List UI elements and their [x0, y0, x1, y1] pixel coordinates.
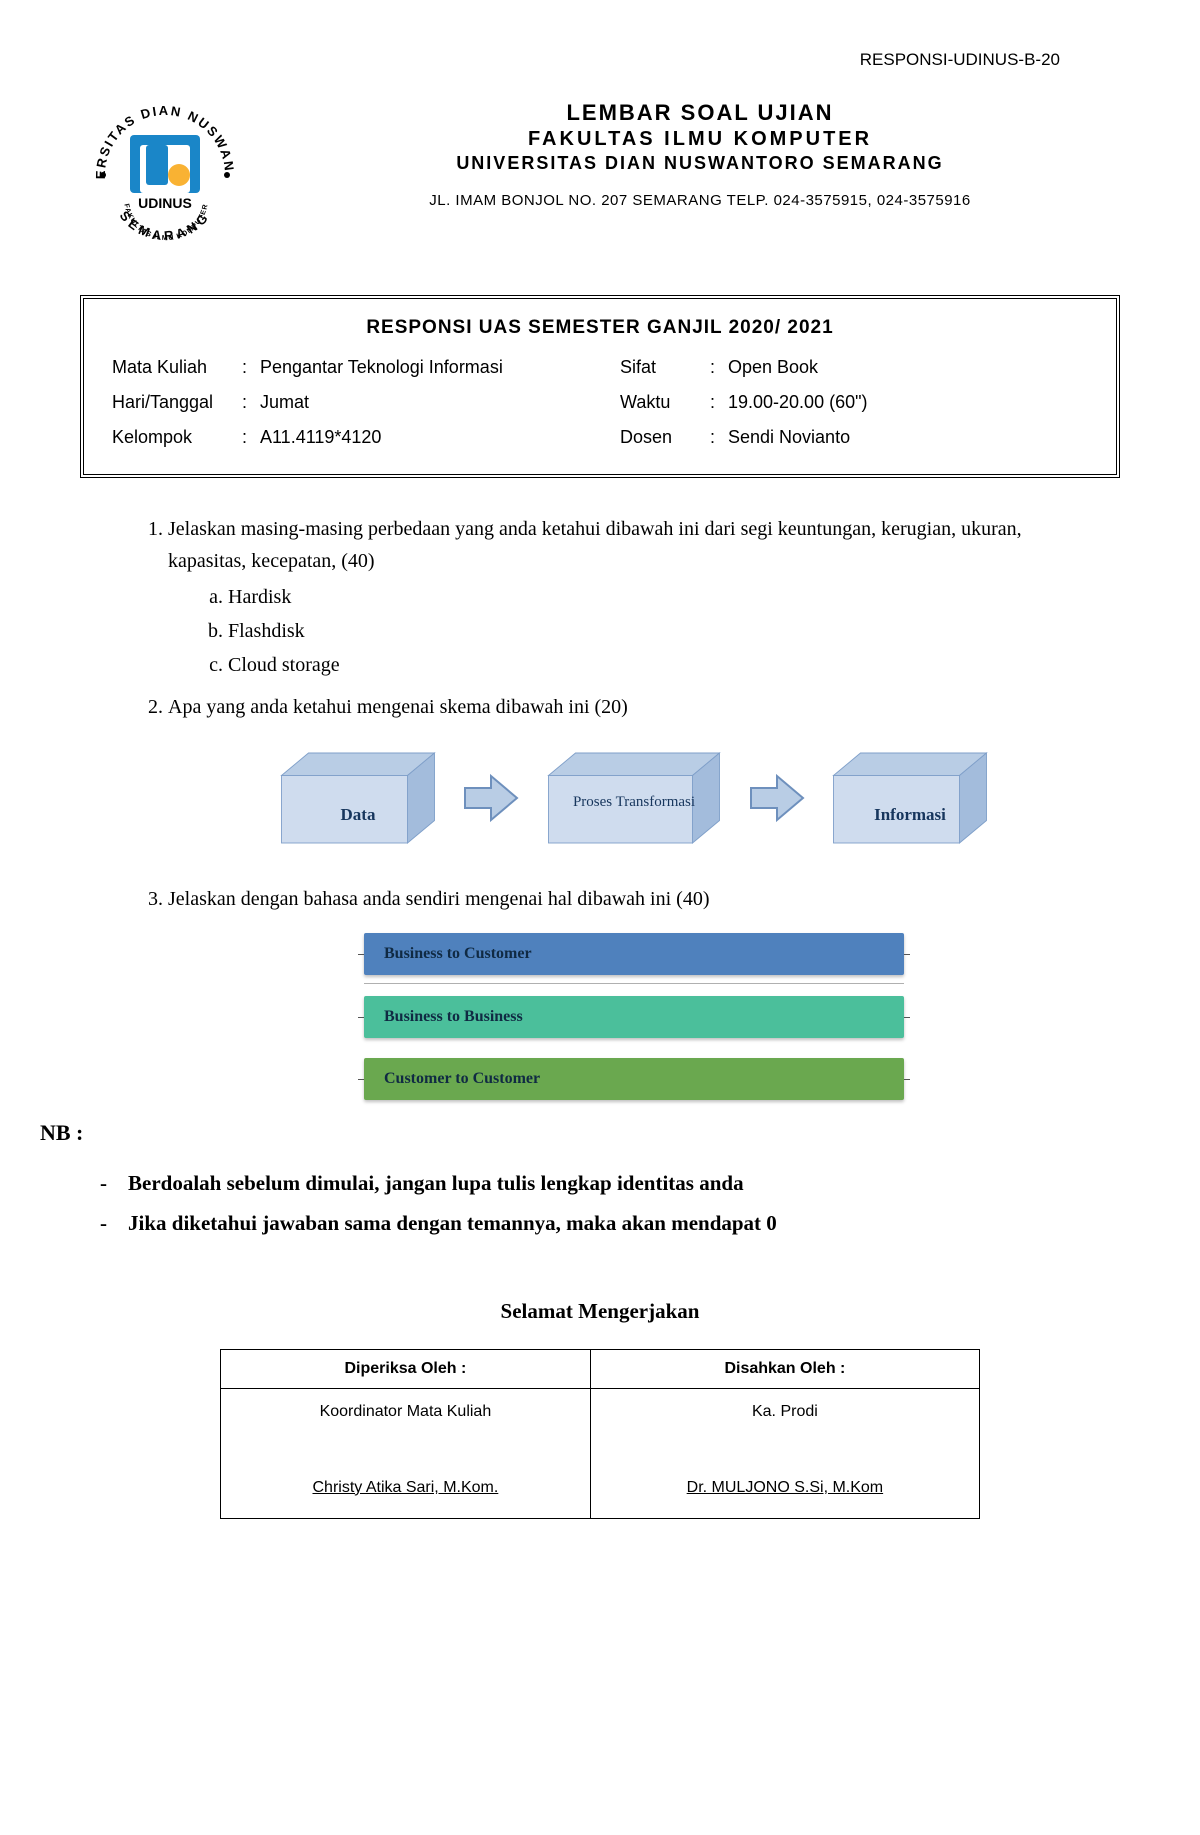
- exam-info-title: RESPONSI UAS SEMESTER GANJIL 2020/ 2021: [112, 317, 1088, 339]
- question-2-text: Apa yang anda ketahui mengenai skema dib…: [168, 696, 628, 718]
- header-titles: LEMBAR SOAL UJIAN FAKULTAS ILMU KOMPUTER…: [280, 90, 1120, 209]
- label-sifat: Sifat: [620, 357, 710, 378]
- note-item: Jika diketahui jawaban sama dengan teman…: [100, 1204, 1120, 1244]
- value-sifat: Open Book: [728, 357, 1088, 378]
- note-item: Berdoalah sebelum dimulai, jangan lupa t…: [100, 1164, 1120, 1204]
- colon: :: [710, 392, 728, 413]
- sig-name: Dr. MULJONO S.Si, M.Kom: [687, 1479, 883, 1496]
- label-matakuliah: Mata Kuliah: [112, 357, 242, 378]
- sig-header-approved: Disahkan Oleh :: [590, 1349, 979, 1388]
- bar-label: Business to Customer: [384, 941, 532, 967]
- bar-label: Customer to Customer: [384, 1066, 540, 1092]
- business-bars-diagram: Business to Customer Business to Busines…: [364, 933, 904, 1100]
- svg-text:SEMARANG: SEMARANG: [117, 208, 214, 243]
- question-1-text: Jelaskan masing-masing perbedaan yang an…: [168, 518, 1022, 572]
- notes-section: NB : Berdoalah sebelum dimulai, jangan l…: [80, 1120, 1120, 1244]
- value-matakuliah: Pengantar Teknologi Informasi: [260, 357, 620, 378]
- bar-separator: [364, 983, 904, 984]
- closing-text: Selamat Mengerjakan: [80, 1299, 1120, 1324]
- data-process-diagram: Data Proses Transformasi: [168, 753, 1100, 843]
- value-waktu: 19.00-20.00 (60"): [728, 392, 1088, 413]
- sig-role: Ka. Prodi: [599, 1403, 971, 1421]
- university-logo: UNIVERSITAS DIAN NUSWANTORO UDINUS FAKUL…: [80, 90, 250, 265]
- svg-text:UDINUS: UDINUS: [138, 195, 192, 211]
- arrow-right-icon: [461, 768, 521, 828]
- question-1b: Flashdisk: [228, 615, 1100, 647]
- title-line-1: LEMBAR SOAL UJIAN: [280, 100, 1120, 126]
- label-dosen: Dosen: [620, 427, 710, 448]
- question-1c: Cloud storage: [228, 649, 1100, 681]
- question-3: Jelaskan dengan bahasa anda sendiri meng…: [168, 883, 1100, 1100]
- bar-b2c: Business to Customer: [364, 933, 904, 975]
- sig-role: Koordinator Mata Kuliah: [229, 1403, 582, 1421]
- title-line-3: UNIVERSITAS DIAN NUSWANTORO SEMARANG: [280, 153, 1120, 174]
- notes-title: NB :: [40, 1120, 1120, 1146]
- bar-b2b: Business to Business: [364, 996, 904, 1038]
- sig-header-checked: Diperiksa Oleh :: [221, 1349, 591, 1388]
- colon: :: [710, 427, 728, 448]
- question-2: Apa yang anda ketahui mengenai skema dib…: [168, 691, 1100, 843]
- title-line-2: FAKULTAS ILMU KOMPUTER: [280, 128, 1120, 151]
- signature-table: Diperiksa Oleh : Disahkan Oleh : Koordin…: [220, 1349, 980, 1519]
- label-waktu: Waktu: [620, 392, 710, 413]
- question-1a: Hardisk: [228, 581, 1100, 613]
- sig-cell-checked: Koordinator Mata Kuliah Christy Atika Sa…: [221, 1388, 591, 1518]
- header: UNIVERSITAS DIAN NUSWANTORO UDINUS FAKUL…: [80, 90, 1120, 265]
- colon: :: [710, 357, 728, 378]
- address-line: JL. IMAM BONJOL NO. 207 SEMARANG TELP. 0…: [280, 192, 1120, 209]
- value-dosen: Sendi Novianto: [728, 427, 1088, 448]
- diagram-box-informasi: Informasi: [825, 753, 995, 843]
- bar-label: Business to Business: [384, 1004, 523, 1030]
- bar-c2c: Customer to Customer: [364, 1058, 904, 1100]
- label-kelompok: Kelompok: [112, 427, 242, 448]
- sig-name: Christy Atika Sari, M.Kom.: [312, 1479, 498, 1496]
- label-hari: Hari/Tanggal: [112, 392, 242, 413]
- colon: :: [242, 392, 260, 413]
- diagram-box-proses: Proses Transformasi: [539, 753, 729, 843]
- exam-info-box: RESPONSI UAS SEMESTER GANJIL 2020/ 2021 …: [80, 295, 1120, 478]
- colon: :: [242, 357, 260, 378]
- diagram-label: Data: [273, 801, 443, 828]
- exam-info-grid: Mata Kuliah : Pengantar Teknologi Inform…: [112, 357, 1088, 448]
- colon: :: [242, 427, 260, 448]
- questions: Jelaskan masing-masing perbedaan yang an…: [80, 513, 1120, 1100]
- sig-cell-approved: Ka. Prodi Dr. MULJONO S.Si, M.Kom: [590, 1388, 979, 1518]
- diagram-label: Informasi: [825, 801, 995, 828]
- question-3-text: Jelaskan dengan bahasa anda sendiri meng…: [168, 888, 709, 910]
- question-1: Jelaskan masing-masing perbedaan yang an…: [168, 513, 1100, 681]
- value-kelompok: A11.4119*4120: [260, 427, 620, 448]
- diagram-box-data: Data: [273, 753, 443, 843]
- value-hari: Jumat: [260, 392, 620, 413]
- arrow-right-icon: [747, 768, 807, 828]
- udinus-logo-icon: UNIVERSITAS DIAN NUSWANTORO UDINUS FAKUL…: [80, 90, 250, 260]
- document-code: RESPONSI-UDINUS-B-20: [80, 50, 1120, 70]
- diagram-label: Proses Transformasi: [539, 793, 729, 811]
